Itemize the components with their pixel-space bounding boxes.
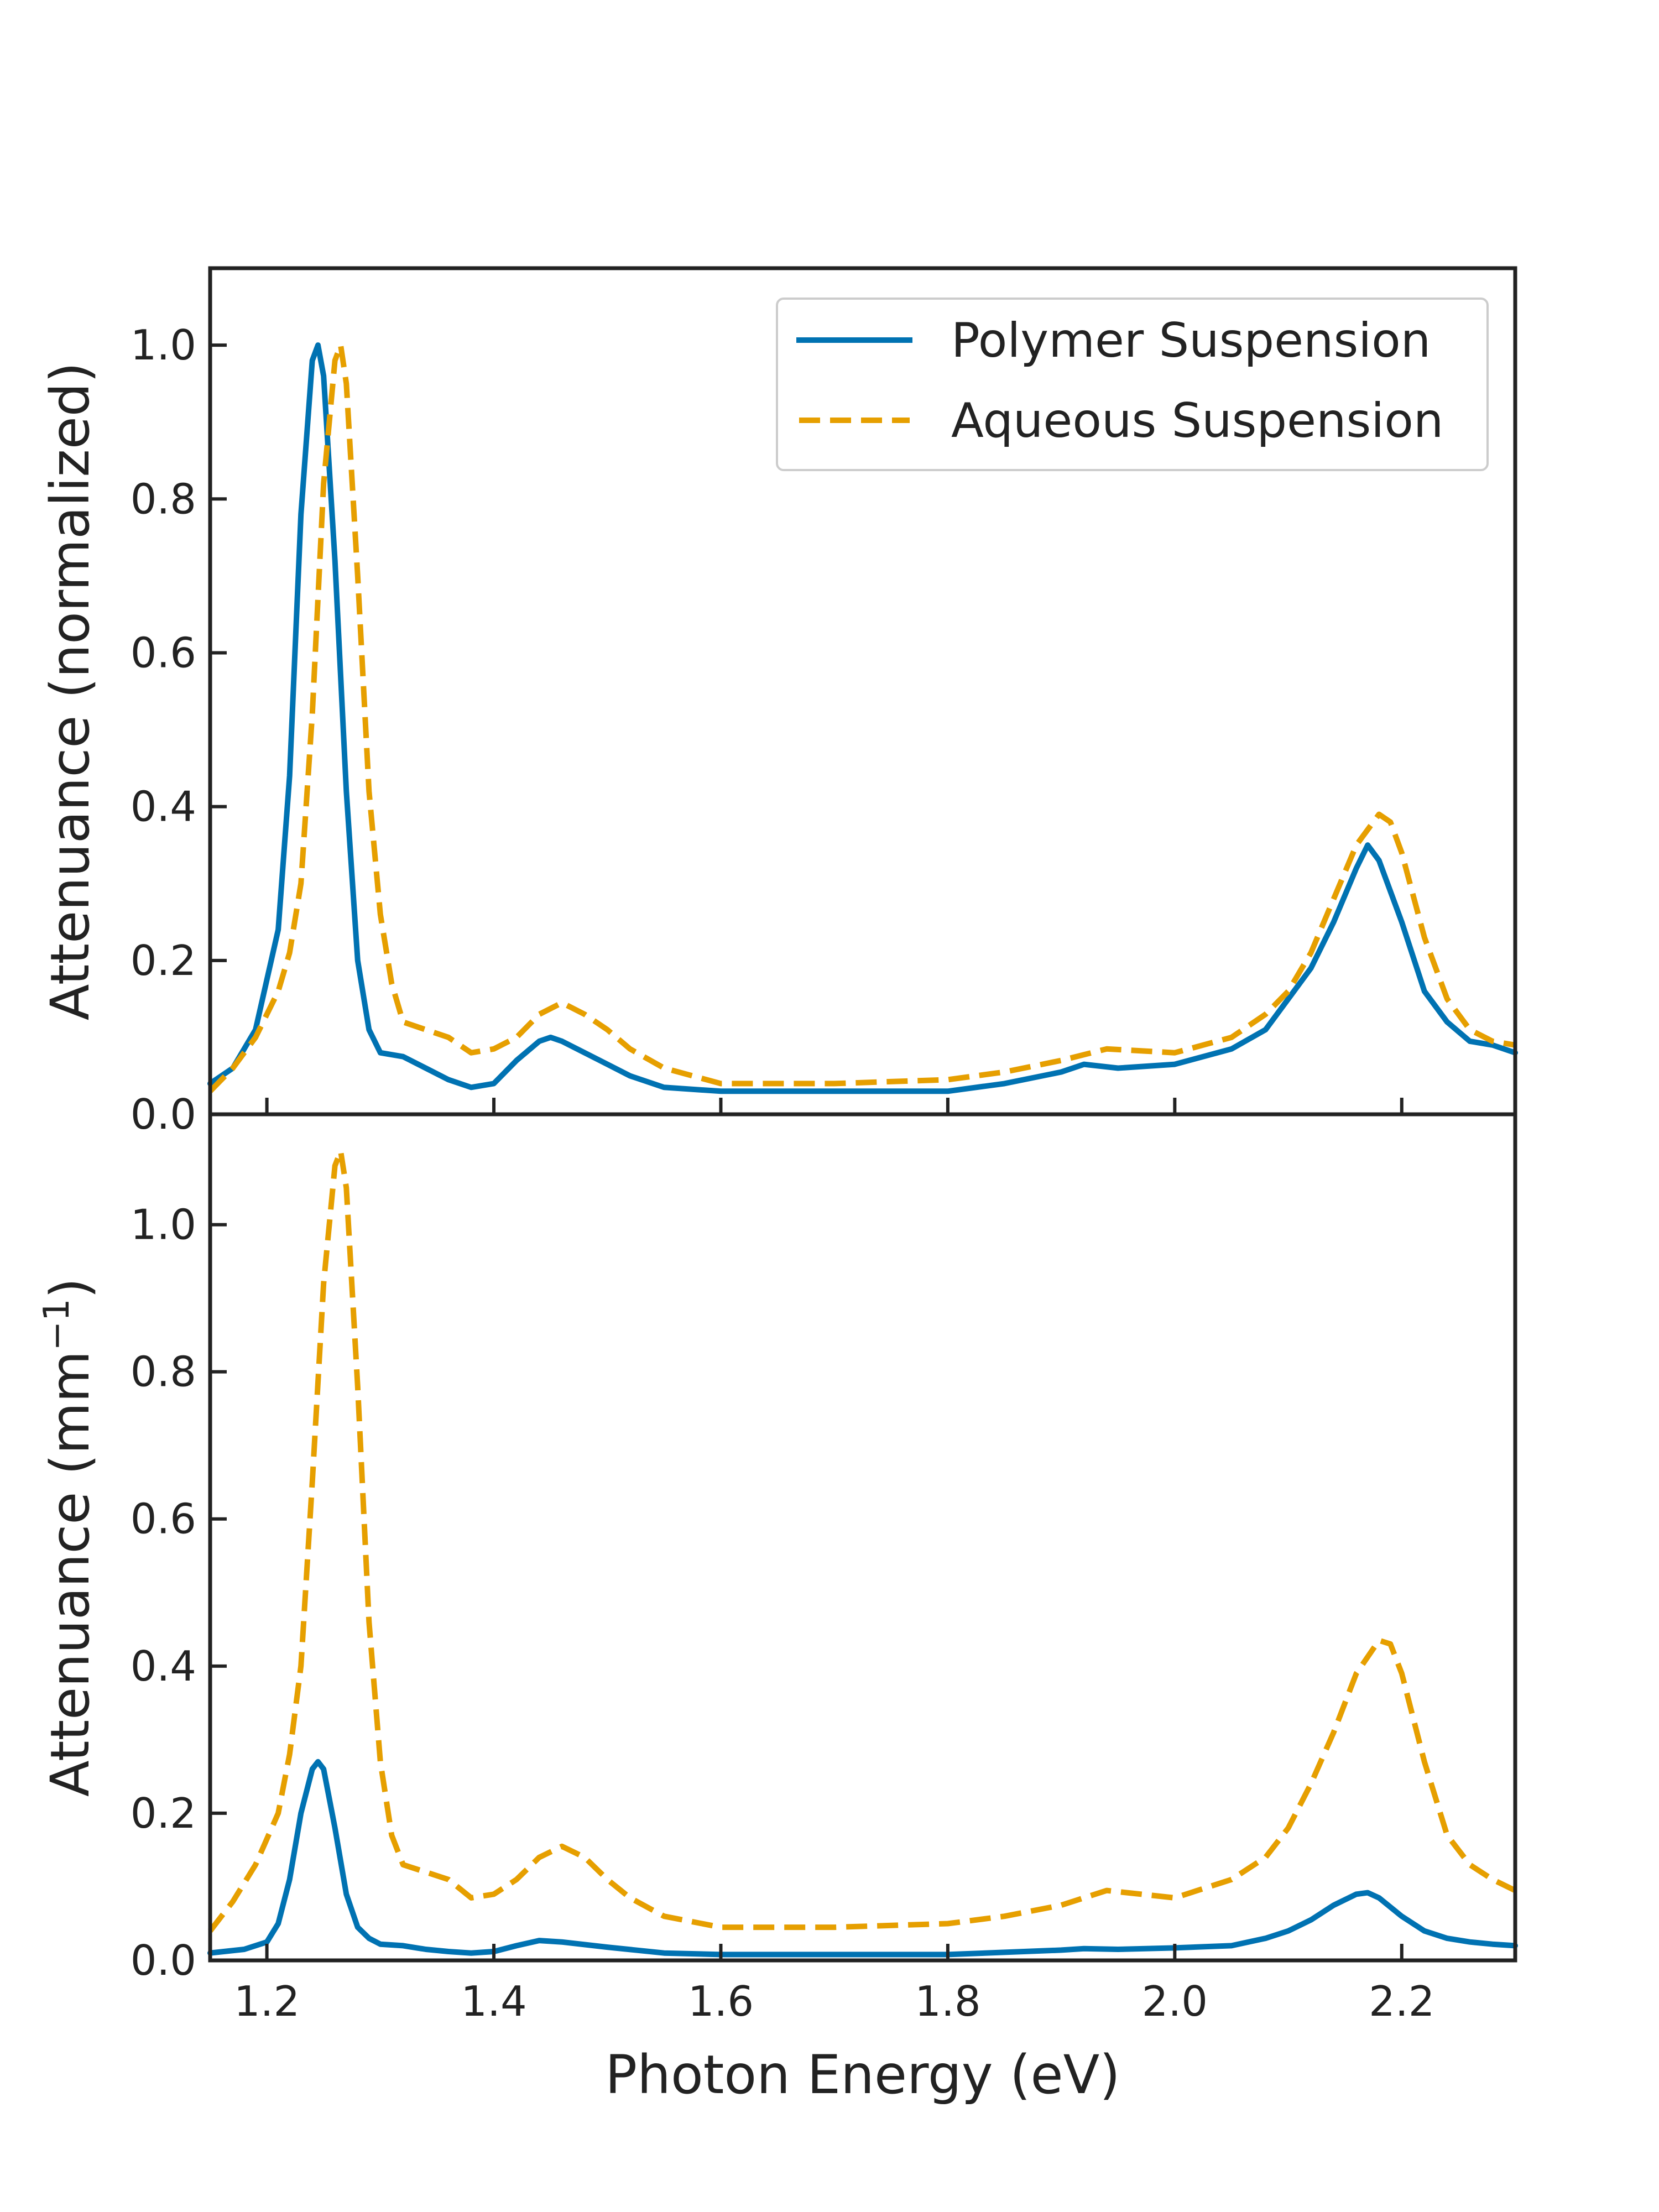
bottom-y-axis-label: Attenuance (mm−1) bbox=[36, 1278, 101, 1797]
bottom-y-tick-label: 0.4 bbox=[131, 1642, 196, 1691]
bottom-ticks-group: 0.0 0.2 0.4 0.6 0.8 1.0 1.2 1.4 1.6 1.8 2.0 2.2 bbox=[131, 1201, 1435, 2026]
bottom-y-axis-label-tail: ) bbox=[39, 1278, 101, 1298]
legend-label-polymer: Polymer Suspension bbox=[951, 313, 1431, 368]
top-y-tick-label: 0.2 bbox=[131, 936, 196, 985]
bottom-series-group bbox=[207, 1148, 1518, 1958]
legend: Polymer Suspension Aqueous Suspension bbox=[776, 298, 1489, 471]
x-tick-label: 2.2 bbox=[1369, 1977, 1434, 2026]
top-y-tick-label: 0.8 bbox=[131, 474, 196, 523]
top-series-group bbox=[207, 342, 1518, 1094]
bottom-y-axis-label-superscript: −1 bbox=[36, 1298, 77, 1350]
x-tick-label: 1.2 bbox=[234, 1977, 300, 2026]
legend-label-aqueous: Aqueous Suspension bbox=[951, 393, 1443, 448]
top-y-tick-label: 0.6 bbox=[131, 628, 196, 677]
top-series-line-aqueous bbox=[208, 342, 1516, 1093]
top-series-line-polymer bbox=[207, 342, 1518, 1094]
bottom-series-line-polymer bbox=[207, 1759, 1518, 1958]
bottom-series-line-aqueous bbox=[208, 1148, 1517, 1933]
bottom-y-tick-label: 0.8 bbox=[131, 1348, 196, 1396]
top-y-tick-label: 0.4 bbox=[131, 782, 196, 831]
x-tick-label: 2.0 bbox=[1142, 1977, 1208, 2026]
bottom-y-tick-label: 1.0 bbox=[131, 1201, 196, 1249]
top-y-axis-label: Attenuance (normalized) bbox=[39, 362, 101, 1020]
top-panel: 0.0 0.2 0.4 0.6 0.8 1.0 Attenuance (normalize… bbox=[39, 266, 1518, 1139]
x-tick-label: 1.4 bbox=[461, 1977, 526, 2026]
top-y-tick-label: 1.0 bbox=[131, 321, 196, 369]
x-axis-label: Photon Energy (eV) bbox=[605, 2044, 1120, 2106]
legend-box bbox=[776, 298, 1489, 471]
bottom-y-axis-label-main: Attenuance (mm bbox=[39, 1351, 101, 1797]
x-tick-label: 1.6 bbox=[688, 1977, 754, 2026]
bottom-plot-frame bbox=[208, 1112, 1517, 1963]
bottom-y-tick-label: 0.0 bbox=[131, 1936, 196, 1985]
bottom-y-tick-label: 0.2 bbox=[131, 1789, 196, 1838]
bottom-y-tick-label: 0.6 bbox=[131, 1495, 196, 1543]
top-ticks-group: 0.0 0.2 0.4 0.6 0.8 1.0 bbox=[131, 321, 1404, 1139]
bottom-panel: 0.0 0.2 0.4 0.6 0.8 1.0 1.2 1.4 1.6 1.8 2.0 2.2 Att… bbox=[36, 1112, 1518, 2106]
top-y-tick-label: 0.0 bbox=[131, 1090, 196, 1139]
x-tick-label: 1.8 bbox=[915, 1977, 980, 2026]
